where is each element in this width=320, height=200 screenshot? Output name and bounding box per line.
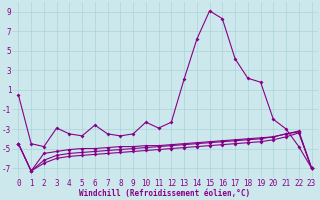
X-axis label: Windchill (Refroidissement éolien,°C): Windchill (Refroidissement éolien,°C) [79,189,251,198]
